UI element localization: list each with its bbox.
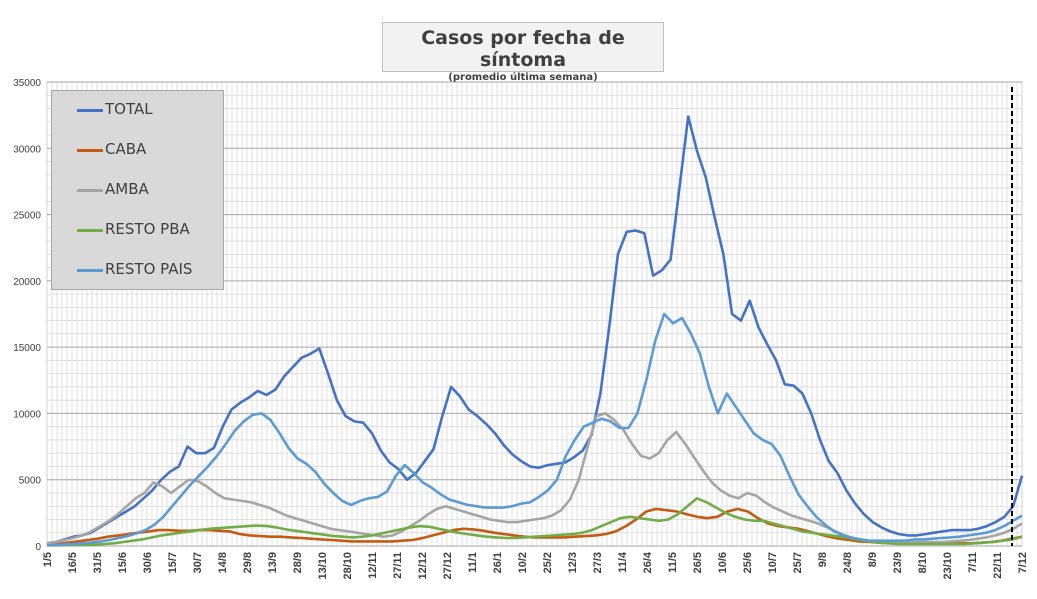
legend-swatch xyxy=(77,189,103,192)
x-tick-label: 11/5 xyxy=(667,552,679,573)
chart-title: Casos por fecha de síntoma xyxy=(421,27,625,71)
x-tick-label: 28/10 xyxy=(342,552,354,580)
x-tick-label: 10/2 xyxy=(517,552,529,573)
y-tick-label: 30000 xyxy=(13,144,41,155)
x-tick-label: 27/3 xyxy=(592,552,604,573)
series-line-total xyxy=(46,115,1024,545)
chart-title-box: Casos por fecha de síntoma (promedio últ… xyxy=(382,22,664,83)
x-tick-label: 27/11 xyxy=(392,552,404,579)
x-tick-label: 31/5 xyxy=(92,552,104,573)
legend-label: CABA xyxy=(105,140,147,158)
legend-item-total: TOTAL xyxy=(52,96,223,126)
x-tick-label: 7/11 xyxy=(967,552,979,573)
legend-swatch xyxy=(77,149,103,152)
x-tick-label: 12/3 xyxy=(567,552,579,573)
x-tick-label: 1/5 xyxy=(42,552,54,567)
x-tick-label: 28/9 xyxy=(292,552,304,573)
x-tick-label: 13/9 xyxy=(267,552,279,573)
legend-item-resto-pba: RESTO PBA xyxy=(52,216,223,246)
x-tick-label: 24/8 xyxy=(842,552,854,573)
legend-label: RESTO PAIS xyxy=(105,260,193,278)
y-tick-label: 5000 xyxy=(19,476,42,487)
x-tick-label: 12/12 xyxy=(417,552,429,580)
series-group xyxy=(46,115,1024,547)
x-tick-label: 25/2 xyxy=(542,552,554,573)
y-tick-label: 10000 xyxy=(13,409,41,420)
legend-swatch xyxy=(77,269,103,272)
x-tick-label: 25/7 xyxy=(792,552,804,573)
x-tick-label: 25/6 xyxy=(742,552,754,573)
x-tick-label: 15/6 xyxy=(117,552,129,573)
x-tick-label: 12/11 xyxy=(367,552,379,579)
x-axis: 1/5 16/5 31/5 15/6 30/6 15/7 30/7 14/8 29/8 13/9 2… xyxy=(42,551,1029,579)
legend-swatch xyxy=(77,229,103,232)
x-tick-label: 8/9 xyxy=(867,552,879,567)
y-tick-label: 0 xyxy=(35,542,41,553)
legend-label: TOTAL xyxy=(105,100,153,118)
y-axis: 0 5000 10000 15000 20000 25000 30000 35000 xyxy=(13,78,41,553)
x-tick-label: 23/10 xyxy=(942,552,954,580)
x-tick-label: 29/8 xyxy=(242,552,254,573)
y-tick-label: 20000 xyxy=(13,277,41,288)
x-tick-label: 26/1 xyxy=(492,552,504,573)
legend-swatch xyxy=(77,109,103,112)
legend-item-resto-pais: RESTO PAIS xyxy=(52,256,223,286)
x-tick-label: 22/11 xyxy=(992,552,1004,579)
x-tick-label: 10/7 xyxy=(767,552,779,573)
x-tick-label: 30/6 xyxy=(142,552,154,573)
x-tick-label: 15/7 xyxy=(167,552,179,573)
x-tick-label: 13/10 xyxy=(317,552,329,580)
legend-item-amba: AMBA xyxy=(52,176,223,206)
x-tick-label: 11/1 xyxy=(467,552,479,573)
x-tick-label: 7/12 xyxy=(1017,552,1029,573)
chart-subtitle: (promedio última semana) xyxy=(448,72,598,83)
grid xyxy=(46,81,1023,547)
series-line-resto-pais xyxy=(46,312,1023,547)
legend-label: RESTO PBA xyxy=(105,220,190,238)
legend-item-caba: CABA xyxy=(52,136,223,166)
x-tick-label: 27/12 xyxy=(442,552,454,580)
x-tick-label: 14/8 xyxy=(217,552,229,573)
x-tick-label: 30/7 xyxy=(192,552,204,573)
x-tick-label: 9/8 xyxy=(817,552,829,567)
x-tick-label: 26/5 xyxy=(692,552,704,573)
y-tick-label: 35000 xyxy=(13,78,41,89)
x-tick-label: 16/5 xyxy=(67,552,79,573)
legend: TOTAL CABA AMBA RESTO PBA RESTO PAIS xyxy=(51,90,224,290)
x-tick-label: 11/4 xyxy=(617,551,629,573)
x-tick-label: 10/6 xyxy=(717,552,729,573)
legend-label: AMBA xyxy=(105,180,149,198)
y-tick-label: 25000 xyxy=(13,211,41,222)
x-tick-label: 8/10 xyxy=(917,552,929,573)
x-tick-label: 23/9 xyxy=(892,552,904,573)
x-tick-label: 26/4 xyxy=(642,551,654,573)
y-tick-label: 15000 xyxy=(13,343,41,354)
